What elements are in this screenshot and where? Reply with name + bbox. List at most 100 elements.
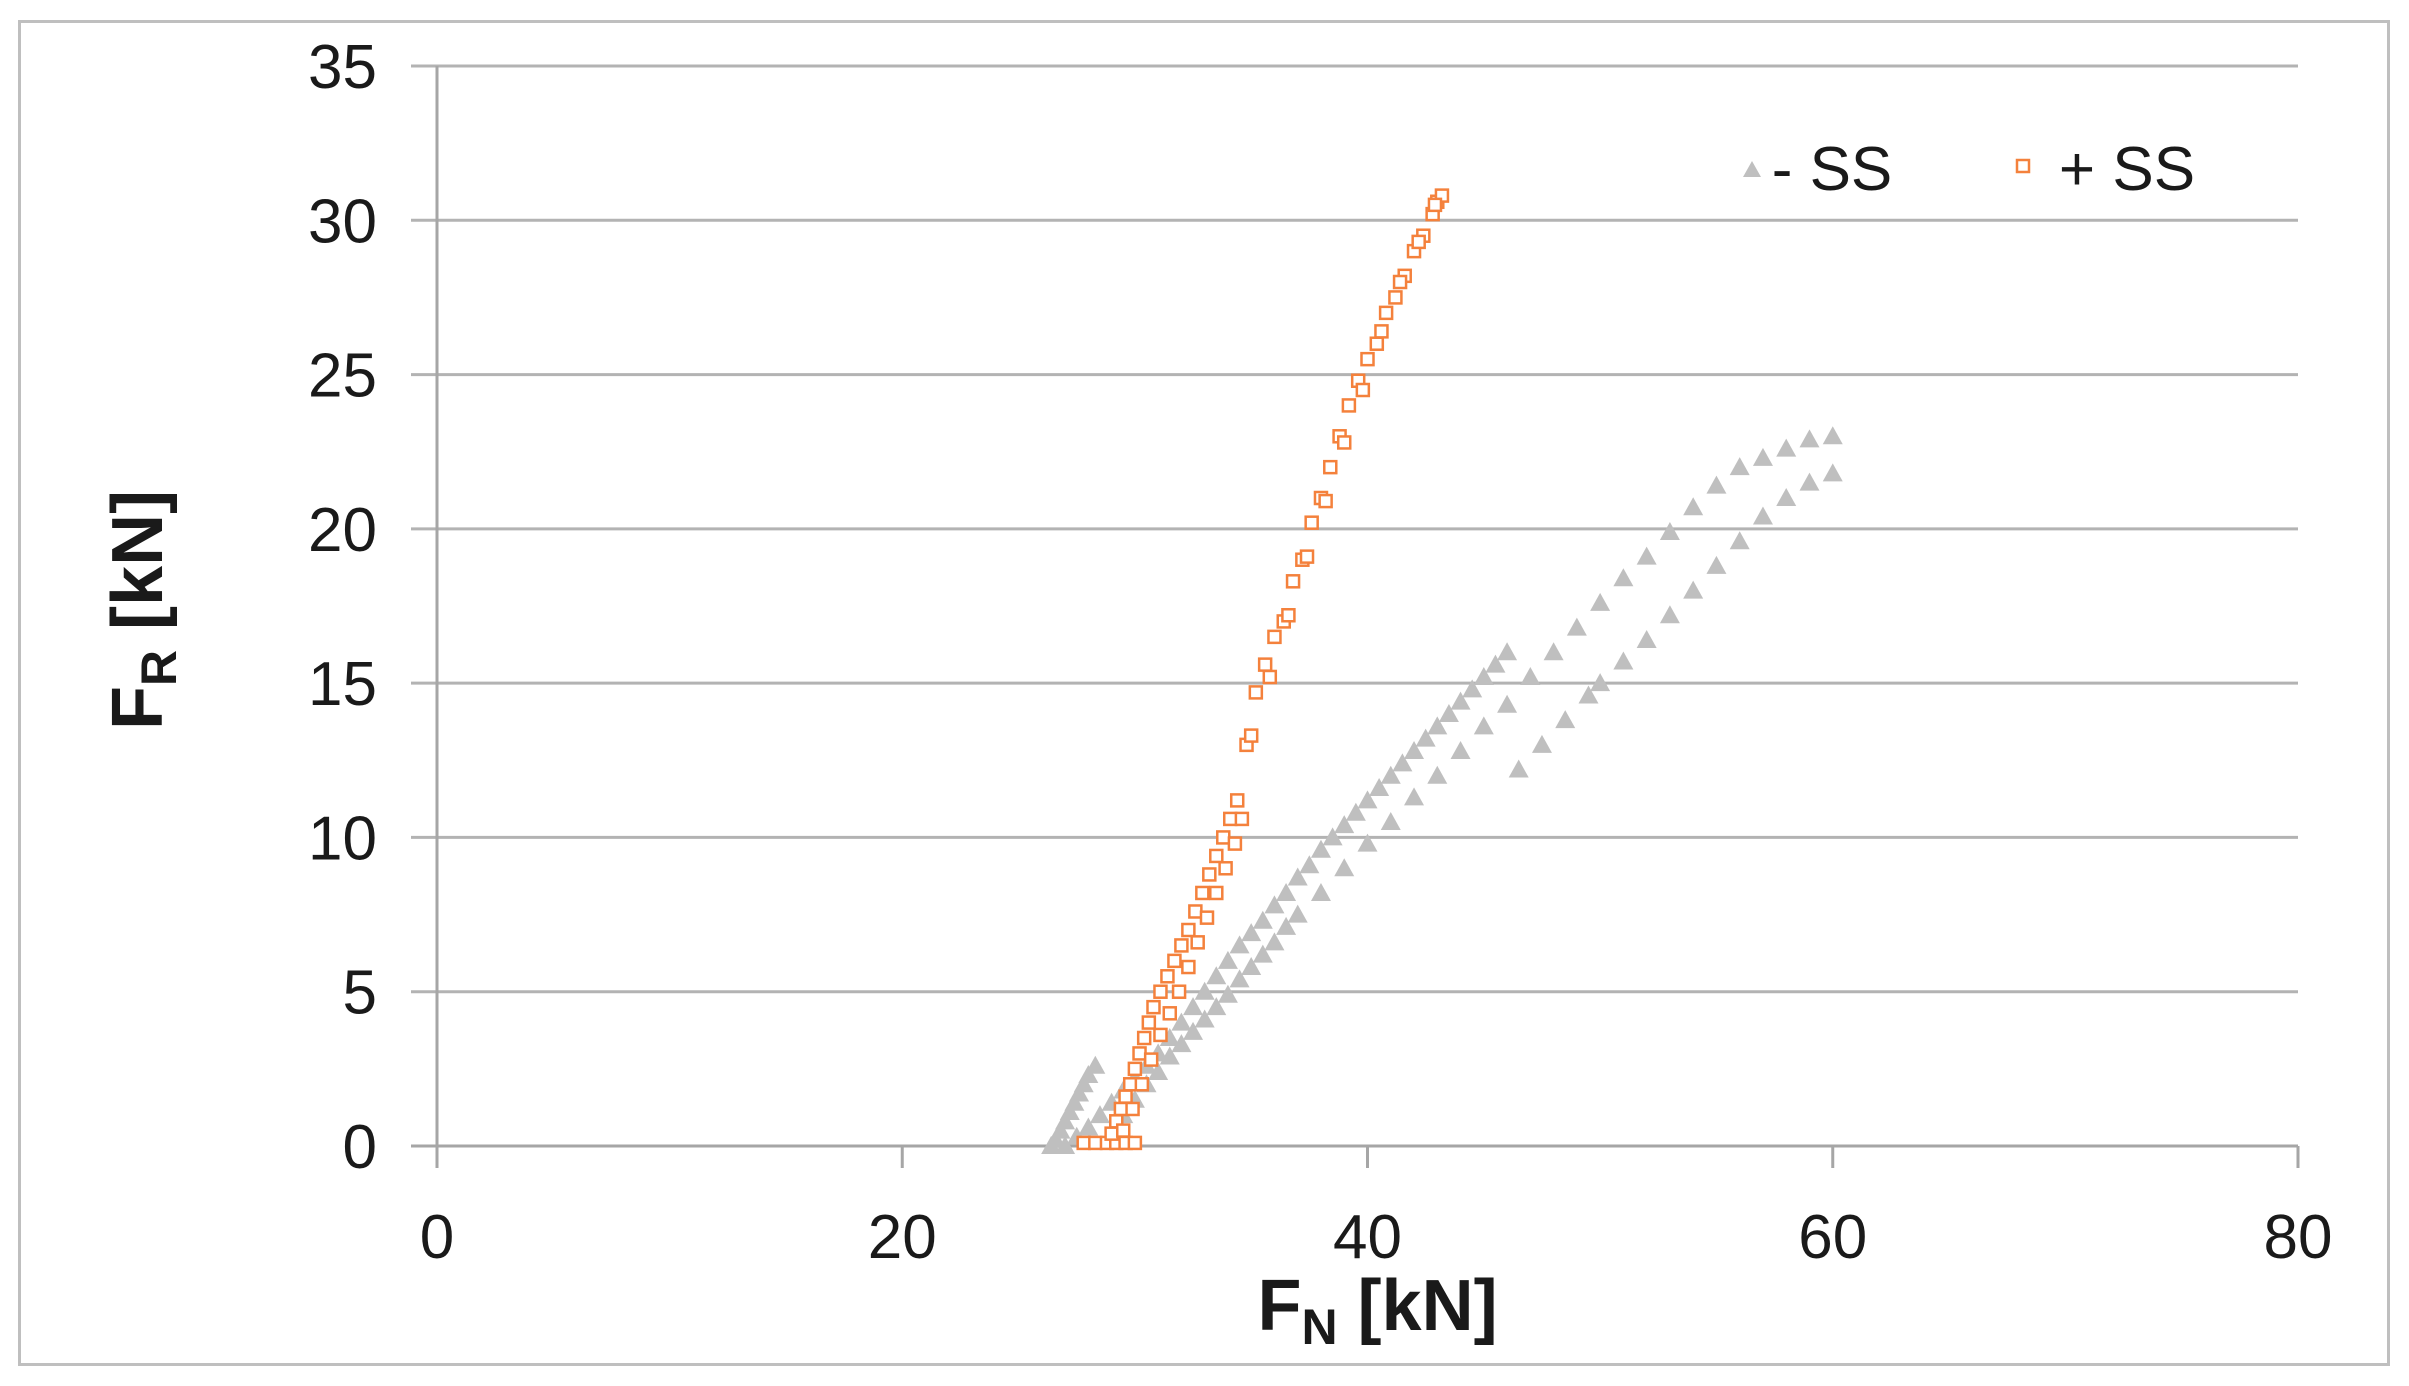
data-point-minus-ss-22 [1194,981,1215,1000]
data-point-minus-ss-62 [1264,932,1285,951]
data-point-plus-ss-25 [1216,830,1231,845]
data-point-minus-ss-40 [1404,741,1425,760]
data-point-minus-ss-42 [1427,716,1448,735]
data-point-minus-ss-57 [1206,997,1227,1016]
data-point-minus-ss-24 [1217,950,1238,969]
y-tick-label-20: 20 [308,496,377,565]
x-axis-title-unit: [kN] [1338,1266,1498,1346]
axes [435,66,2300,1168]
y-tick-label-30: 30 [308,187,377,256]
series-plus-ss [1076,188,1450,1151]
data-point-minus-ss-30 [1287,867,1308,886]
data-point-minus-ss-83 [1729,457,1750,476]
data-point-plus-ss-30 [1134,1077,1150,1092]
data-point-plus-ss-66 [1262,669,1278,685]
legend: - SS + SS [1743,135,2195,204]
data-point-minus-ss-56 [1194,1009,1215,1028]
data-point-plus-ss-13 [1136,1030,1152,1046]
data-point-minus-ss-97 [1799,472,1820,491]
data-point-minus-ss-43 [1438,704,1459,722]
data-point-plus-ss-16 [1153,984,1168,999]
data-point-plus-ss-70 [1336,435,1352,450]
data-point-minus-ss-76 [1566,617,1587,636]
data-point-minus-ss-87 [1822,426,1843,445]
data-point-plus-ss-26 [1223,811,1238,827]
x-axis-title-sub: N [1301,1299,1337,1355]
legend-item-minus-ss: - SS [1743,135,1892,204]
data-point-minus-ss-73 [1497,694,1518,713]
data-point-minus-ss-68 [1380,812,1401,830]
data-point-minus-ss-46 [1473,666,1494,685]
data-point-minus-ss-12 [1078,1117,1099,1136]
data-point-plus-ss-8 [1113,1101,1129,1117]
data-point-plus-ss-24 [1209,848,1224,864]
data-point-minus-ss-61 [1252,944,1273,963]
data-point-minus-ss-9 [1085,1055,1106,1074]
data-point-plus-ss-45 [1267,629,1282,645]
data-point-plus-ss-22 [1195,885,1210,901]
data-point-minus-ss-44 [1450,691,1471,710]
y-tick-label-15: 15 [308,650,377,719]
data-point-plus-ss-65 [1243,728,1259,743]
data-point-plus-ss-32 [1153,1027,1168,1043]
data-point-minus-ss-28 [1264,895,1285,914]
data-point-plus-ss-12 [1132,1046,1147,1061]
data-point-plus-ss-14 [1141,1015,1157,1030]
data-point-minus-ss-74 [1520,666,1541,685]
chart-frame [18,20,2390,1366]
legend-label-minus-ss: - SS [1772,135,1893,204]
data-point-minus-ss-53 [1159,1046,1180,1065]
data-point-minus-ss-36 [1357,790,1378,809]
data-point-plus-ss-28 [1115,1123,1131,1138]
data-point-minus-ss-99 [1508,759,1529,778]
data-point-minus-ss-81 [1683,497,1704,516]
data-point-plus-ss-41 [1234,811,1250,827]
y-axis-title: FR [kN] [98,490,187,730]
data-point-minus-ss-72 [1473,716,1494,735]
data-point-minus-ss-47 [1485,654,1506,673]
y-tick-label-35: 35 [308,33,377,102]
x-tick-label-40: 40 [1333,1203,1402,1272]
data-point-minus-ss-85 [1776,438,1797,457]
data-point-plus-ss-67 [1281,608,1296,623]
data-point-minus-ss-29 [1276,882,1297,901]
data-point-minus-ss-35 [1345,802,1366,821]
data-point-plus-ss-6 [1104,1126,1119,1141]
data-point-minus-ss-92 [1683,580,1704,599]
data-point-minus-ss-78 [1613,568,1634,587]
data-point-minus-ss-94 [1729,531,1750,550]
x-axis-title-main: F [1257,1266,1301,1346]
legend-item-plus-ss: + SS [2015,135,2195,204]
data-point-minus-ss-79 [1636,546,1657,565]
data-point-minus-ss-60 [1241,957,1262,976]
data-point-plus-ss-17 [1160,969,1175,984]
data-point-plus-ss-53 [1341,398,1357,413]
data-point-minus-ss-4 [1059,1102,1080,1121]
data-point-minus-ss-33 [1322,827,1343,846]
y-axis-title-unit: [kN] [98,490,178,650]
x-tick-label-60: 60 [1798,1203,1867,1272]
data-point-plus-ss-5 [1127,1135,1143,1151]
data-point-minus-ss-37 [1369,778,1390,797]
data-point-plus-ss-33 [1162,1006,1178,1021]
data-point-minus-ss-77 [1590,592,1611,611]
data-point-plus-ss-18 [1167,953,1182,969]
data-point-minus-ss-90 [1636,629,1657,648]
data-point-plus-ss-38 [1209,885,1224,901]
data-point-plus-ss-58 [1388,290,1403,305]
y-axis-title-sub: R [131,650,187,686]
data-point-plus-ss-49 [1304,515,1319,530]
data-point-minus-ss-34 [1334,815,1355,834]
data-point-minus-ss-64 [1287,904,1308,923]
data-point-minus-ss-59 [1229,969,1250,988]
x-tick-label-20: 20 [868,1203,937,1272]
data-point-plus-ss-56 [1369,336,1385,351]
data-point-plus-ss-34 [1171,984,1187,999]
data-point-plus-ss-1 [1088,1135,1103,1151]
data-point-plus-ss-43 [1248,685,1264,700]
y-tick-label-0: 0 [343,1113,377,1182]
data-point-minus-ss-5 [1064,1092,1085,1111]
gridlines [411,64,2298,1148]
data-point-plus-ss-31 [1143,1052,1159,1067]
data-point-minus-ss-70 [1427,765,1448,784]
